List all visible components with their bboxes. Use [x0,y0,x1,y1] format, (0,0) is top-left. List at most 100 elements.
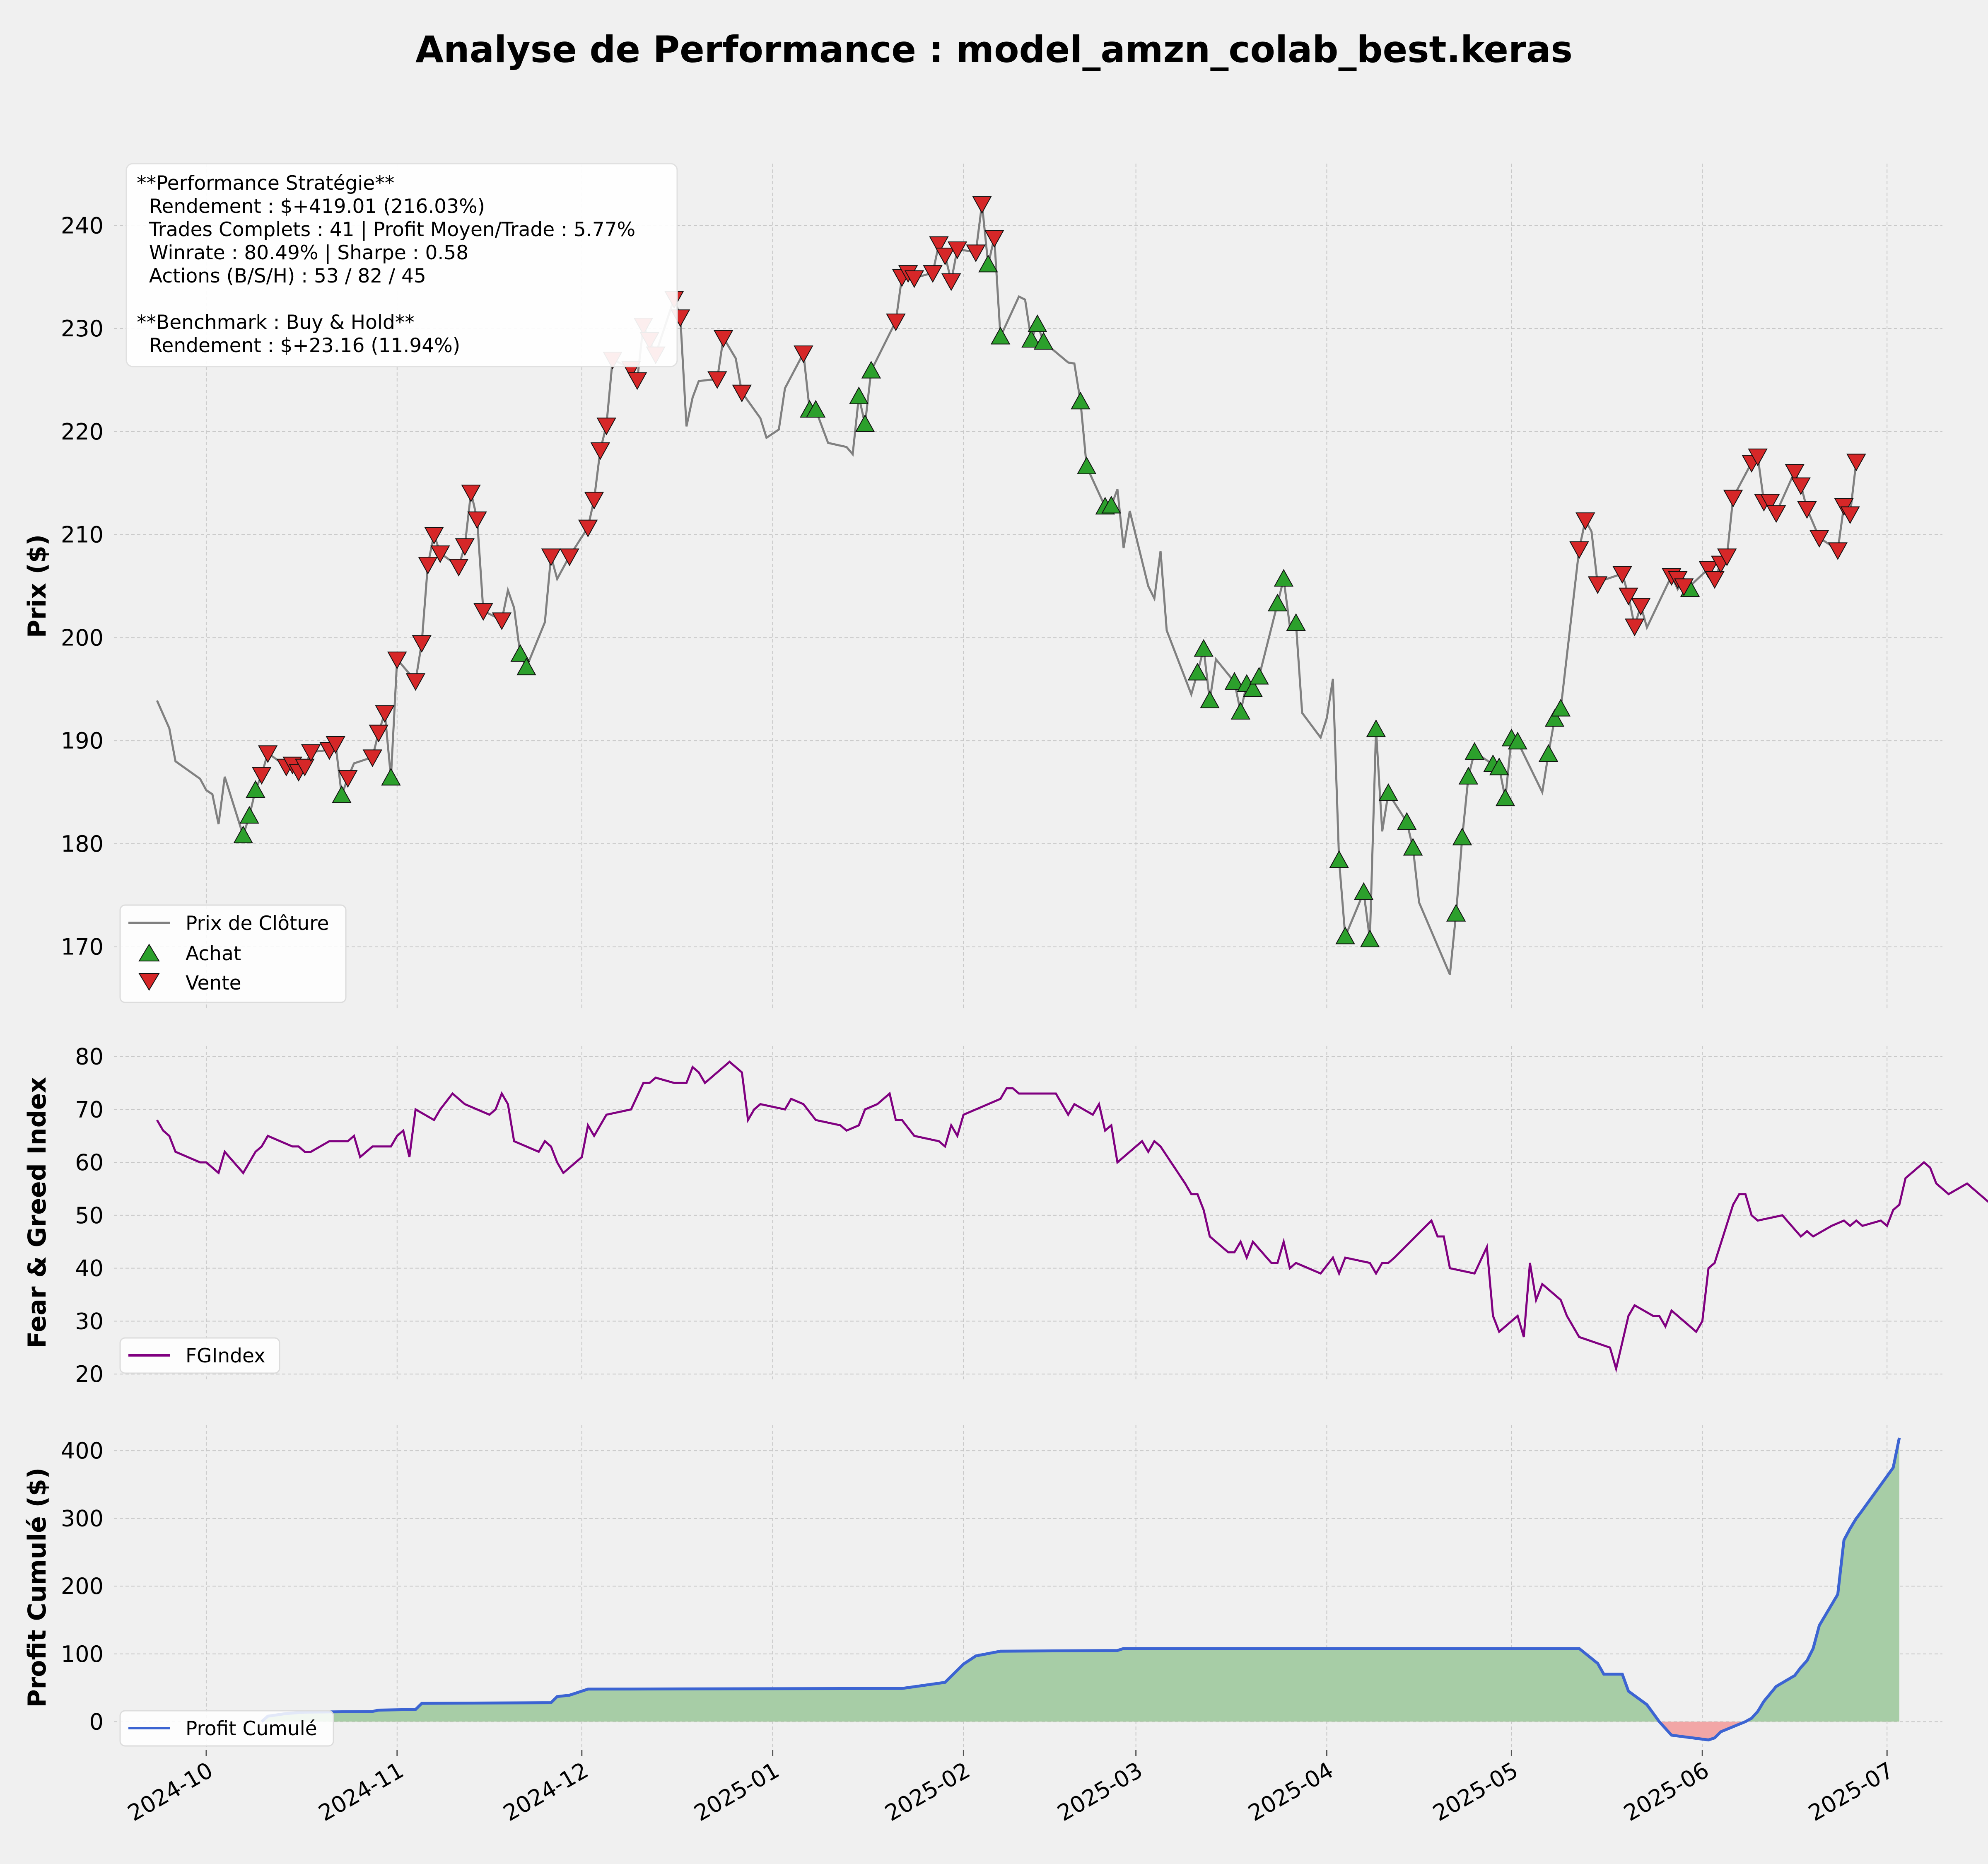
y-tick-label: 20 [75,1361,104,1387]
buy-marker [1464,742,1484,760]
buy-marker [1274,569,1294,587]
buy-marker [1366,719,1386,737]
profit-legend: Profit Cumulé [119,1710,334,1747]
sell-marker [596,418,616,435]
buy-marker [1538,744,1559,762]
sell-marker [1846,454,1866,472]
price-legend: Prix de Clôture Achat Vente [119,904,347,1003]
buy-marker [1286,613,1306,631]
y-tick-label: 100 [61,1641,104,1667]
sell-marker [362,749,383,768]
sell-marker [732,384,752,403]
buy-marker [1403,838,1423,856]
sell-marker [412,635,432,653]
sell-marker [1809,530,1829,548]
sell-marker [258,745,278,763]
y-tick-label: 210 [61,522,104,548]
sell-marker [1631,598,1651,616]
y-tick-label: 40 [75,1256,104,1282]
info-line-4: Winrate : 80.49% | Sharpe : 0.58 [137,241,468,264]
buy-marker [1378,783,1398,801]
sell-marker [984,230,1004,248]
buy-marker [1397,812,1417,830]
sell-marker [541,548,561,566]
sell-marker [904,270,924,288]
sell-marker [935,247,955,266]
sell-marker [1840,506,1860,524]
sell-marker [923,265,943,283]
buy-marker [990,326,1011,345]
y-tick-label: 230 [61,316,104,342]
buy-marker [1335,926,1355,944]
sell-marker [1705,571,1725,589]
sell-marker [1575,512,1595,530]
y-tick-label: 220 [61,419,104,445]
fear-greed-y-axis-label: Fear & Greed Index [23,1077,52,1348]
buy-marker [332,785,352,803]
info-line-1: **Performance Stratégie** [137,172,394,195]
sell-marker [252,767,272,785]
legend-sell-label: Vente [186,972,241,995]
performance-info-box: **Performance Stratégie** Rendement : $+… [125,163,678,367]
legend-profit-label: Profit Cumulé [186,1717,317,1740]
buy-marker [1243,679,1263,697]
buy-marker [1544,709,1565,727]
sell-marker [886,314,906,331]
y-tick-label: 240 [61,212,104,239]
y-tick-label: 60 [75,1149,104,1176]
price-panel: 170 180 190 200 210 220 230 240 Prix ($) **Perf… [23,163,1942,1009]
buy-marker [1101,495,1121,514]
sell-marker [1717,548,1737,566]
buy-marker [1077,456,1097,475]
profit-cumulative-line [261,1437,1901,1742]
fear-greed-legend-frame [119,1337,280,1374]
y-tick-label: 200 [61,1573,104,1599]
sell-marker [1748,448,1768,466]
sell-marker [449,559,469,577]
y-tick-label: 170 [61,934,104,960]
y-tick-label: 400 [61,1438,104,1464]
sell-marker [578,519,598,538]
y-tick-label: 30 [75,1308,104,1334]
buy-marker [1021,330,1041,348]
sell-marker [1760,494,1780,512]
buy-marker [806,400,826,418]
buy-marker [1230,702,1251,720]
info-line-3: Trades Complets : 41 | Profit Moyen/Trad… [137,218,635,241]
sell-marker [387,652,407,669]
sell-marker [1674,578,1694,596]
sell-marker [473,603,493,621]
buy-marker [246,780,265,798]
buy-marker [978,254,998,273]
sell-marker [326,736,345,754]
buy-marker [1267,594,1288,611]
sell-marker [1791,477,1811,495]
info-line-8: Rendement : $+23.16 (11.94%) [137,334,460,357]
sell-marker [584,492,604,510]
buy-marker [516,657,536,676]
legend-sell-swatch [138,973,160,991]
sell-marker [627,372,647,390]
info-box-background [125,163,678,367]
fear-greed-line [156,1060,1988,1373]
sell-marker [492,612,512,630]
sell-marker [1766,505,1786,523]
buy-marker [1028,314,1047,332]
buy-marker [1071,391,1091,410]
buy-marker [1194,639,1214,657]
fear-greed-y-ticks: 20 30 40 50 60 70 80 [75,1044,104,1388]
sell-marker [405,673,426,691]
buy-marker [1249,666,1269,685]
sell-marker [1625,618,1645,637]
buy-marker [1551,698,1571,717]
y-tick-label: 190 [61,728,104,754]
buy-markers [233,254,1700,947]
sell-marker [1723,490,1743,508]
buy-marker [381,768,401,786]
sell-marker [418,557,438,575]
sell-marker [1828,542,1848,560]
buy-marker [1360,930,1380,947]
price-legend-frame [119,904,347,1003]
buy-marker [1495,788,1515,806]
